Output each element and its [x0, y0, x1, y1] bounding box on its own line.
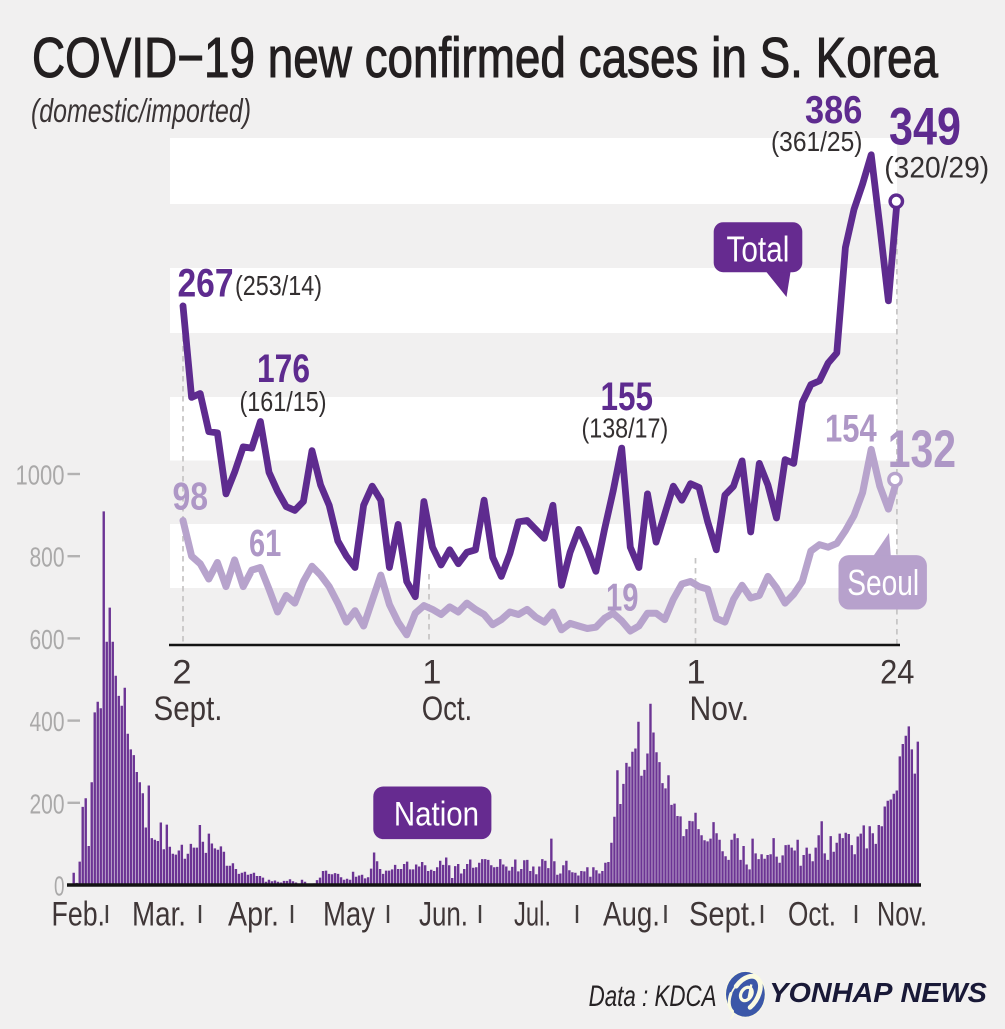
svg-text:19: 19: [606, 577, 639, 620]
svg-text:COVID−19 new confirmed cases i: COVID−19 new confirmed cases in S. Korea: [32, 26, 938, 90]
svg-text:154: 154: [825, 408, 877, 451]
svg-text:61: 61: [249, 523, 281, 565]
svg-text:Seoul: Seoul: [847, 562, 919, 603]
svg-text:176: 176: [257, 347, 310, 391]
svg-text:98: 98: [173, 476, 209, 519]
svg-text:1: 1: [422, 654, 441, 692]
svg-text:Sept.: Sept.: [154, 690, 223, 728]
svg-text:(253/14): (253/14): [235, 270, 322, 301]
svg-text:1: 1: [686, 654, 705, 692]
svg-text:Jun.: Jun.: [419, 896, 468, 934]
svg-text:Mar.: Mar.: [132, 896, 186, 934]
svg-text:Aug.: Aug.: [603, 896, 660, 934]
svg-text:24: 24: [880, 654, 914, 692]
svg-text:0: 0: [54, 871, 65, 902]
svg-text:600: 600: [30, 624, 65, 655]
svg-text:Nation: Nation: [394, 795, 479, 833]
svg-text:Oct.: Oct.: [422, 690, 473, 728]
svg-text:Data : KDCA: Data : KDCA: [589, 980, 717, 1013]
svg-text:2: 2: [172, 654, 191, 692]
svg-text:Apr.: Apr.: [228, 896, 279, 934]
svg-text:Oct.: Oct.: [788, 896, 836, 934]
svg-text:(138/17): (138/17): [582, 413, 669, 444]
svg-text:132: 132: [888, 420, 956, 479]
svg-text:800: 800: [30, 542, 65, 573]
svg-text:(320/29): (320/29): [884, 152, 989, 185]
svg-text:Jul.: Jul.: [514, 896, 551, 934]
svg-text:349: 349: [889, 98, 961, 157]
svg-text:386: 386: [805, 89, 862, 132]
svg-text:Feb.: Feb.: [52, 896, 106, 934]
svg-text:267: 267: [178, 262, 234, 306]
svg-text:(domestic/imported): (domestic/imported): [31, 92, 251, 129]
svg-text:Nov.: Nov.: [877, 896, 927, 934]
svg-text:Nov.: Nov.: [690, 690, 750, 728]
svg-text:Total: Total: [727, 229, 790, 270]
svg-text:200: 200: [30, 788, 65, 819]
svg-text:400: 400: [30, 706, 65, 737]
svg-text:1000: 1000: [16, 460, 65, 491]
svg-text:(161/15): (161/15): [240, 386, 327, 417]
svg-text:155: 155: [601, 375, 654, 419]
svg-text:Sept.: Sept.: [689, 896, 757, 934]
svg-text:(361/25): (361/25): [771, 126, 862, 157]
svg-text:YONHAP NEWS: YONHAP NEWS: [769, 977, 987, 1008]
svg-text:May: May: [323, 896, 375, 934]
